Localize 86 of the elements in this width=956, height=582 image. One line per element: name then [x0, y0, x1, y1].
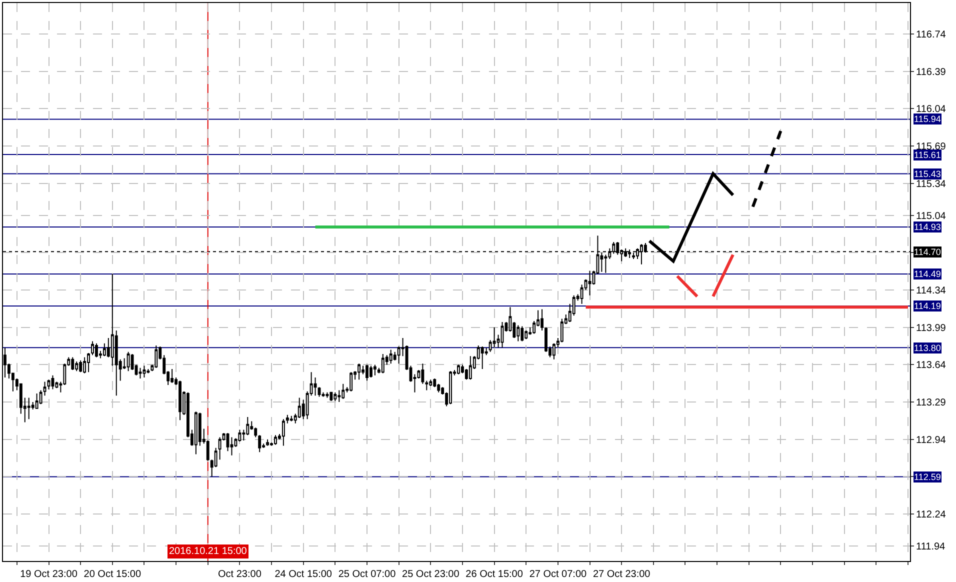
candlestick: [330, 392, 333, 402]
candlestick: [520, 326, 524, 342]
y-tick-label: 115.04: [916, 210, 946, 222]
x-tick-label: 27 Oct 07:00: [529, 569, 588, 580]
ref-line-label: 114.70: [914, 247, 941, 257]
candlestick: [43, 381, 46, 396]
candlestick: [282, 418, 285, 446]
candlestick: [350, 372, 353, 392]
candlestick: [71, 356, 74, 371]
candlestick: [51, 374, 54, 390]
candlestick: [425, 380, 428, 391]
candlestick: [326, 392, 329, 398]
candlestick: [230, 436, 234, 456]
x-tick-label: 2016.10.21 15:00: [169, 546, 248, 557]
candlestick: [83, 356, 86, 374]
x-tick-label: 25 Oct 07:00: [338, 569, 396, 580]
candlestick: [468, 356, 472, 380]
ref-line-label: 113.80: [914, 343, 941, 353]
candlestick: [154, 344, 158, 368]
ref-line-label: 114.49: [914, 269, 941, 279]
x-tick-label: Oct 23:00: [218, 569, 262, 580]
ref-line-label: 112.59: [914, 472, 941, 482]
candlestick: [373, 364, 376, 376]
x-tick-label: 24 Oct 15:00: [274, 569, 332, 580]
y-tick-label: 114.34: [916, 286, 946, 296]
y-tick-label: 115.34: [916, 178, 946, 190]
candlestick: [421, 363, 424, 384]
candlestick: [258, 434, 262, 453]
candlestick: [194, 411, 198, 455]
candlestick: [146, 368, 150, 374]
candlestick: [138, 367, 142, 380]
candlestick: [381, 354, 384, 374]
candlestick: [87, 352, 90, 373]
candlestick: [480, 346, 484, 370]
candlestick: [366, 364, 368, 382]
candlestick: [286, 414, 289, 424]
y-tick-label: 113.29: [916, 398, 946, 409]
candlestick: [449, 370, 452, 405]
y-tick-label: 116.39: [916, 66, 946, 78]
candlestick: [274, 434, 277, 446]
candlestick: [342, 383, 345, 400]
y-tick-label: 113.64: [916, 360, 946, 372]
ref-line-label: 114.19: [914, 301, 941, 311]
candlestick: [370, 365, 372, 378]
candlestick: [47, 379, 50, 390]
candlestick: [218, 436, 222, 460]
candlestick: [358, 363, 361, 380]
ref-line-label: 115.43: [914, 169, 941, 179]
candlestick: [142, 365, 146, 378]
candlestick: [457, 364, 460, 375]
candlestick: [35, 392, 38, 409]
x-tick-label: 27 Oct 23:00: [592, 569, 651, 580]
y-tick-label: 116.74: [916, 29, 946, 40]
ref-line-label: 115.94: [914, 114, 941, 124]
candlestick: [226, 432, 230, 452]
candlestick: [540, 308, 544, 332]
candlestick: [39, 390, 42, 405]
candlestick: [126, 351, 130, 372]
candlestick: [389, 349, 392, 364]
y-tick-label: 112.24: [916, 510, 946, 521]
candlestick: [334, 392, 337, 402]
candlestick: [524, 330, 528, 340]
candlestick: [75, 360, 78, 372]
candlestick: [500, 322, 504, 348]
candlestick: [170, 368, 174, 384]
candlestick: [429, 379, 432, 387]
x-tick-label: 25 Oct 23:00: [402, 569, 460, 580]
candlestick: [27, 397, 30, 420]
candlestick: [79, 360, 82, 373]
x-tick-label: 20 Oct 15:00: [84, 569, 142, 580]
y-tick-label: 116.04: [916, 104, 946, 116]
ref-line-label: 114.93: [914, 222, 941, 232]
candlestick: [91, 340, 94, 356]
ref-line-label: 115.61: [914, 150, 941, 160]
candlestick: [266, 438, 270, 446]
x-tick-label: 19 Oct 23:00: [20, 569, 78, 580]
y-tick-label: 111.94: [916, 542, 946, 553]
candlestick: [588, 270, 592, 296]
candlestick: [516, 324, 520, 342]
candlestick: [290, 415, 293, 422]
candlestick: [95, 342, 98, 358]
candlestick: [178, 380, 182, 421]
candlestick: [492, 326, 496, 348]
y-tick-label: 112.94: [916, 434, 946, 446]
x-tick-label: 26 Oct 15:00: [466, 569, 524, 580]
y-tick-label: 113.99: [916, 322, 946, 334]
